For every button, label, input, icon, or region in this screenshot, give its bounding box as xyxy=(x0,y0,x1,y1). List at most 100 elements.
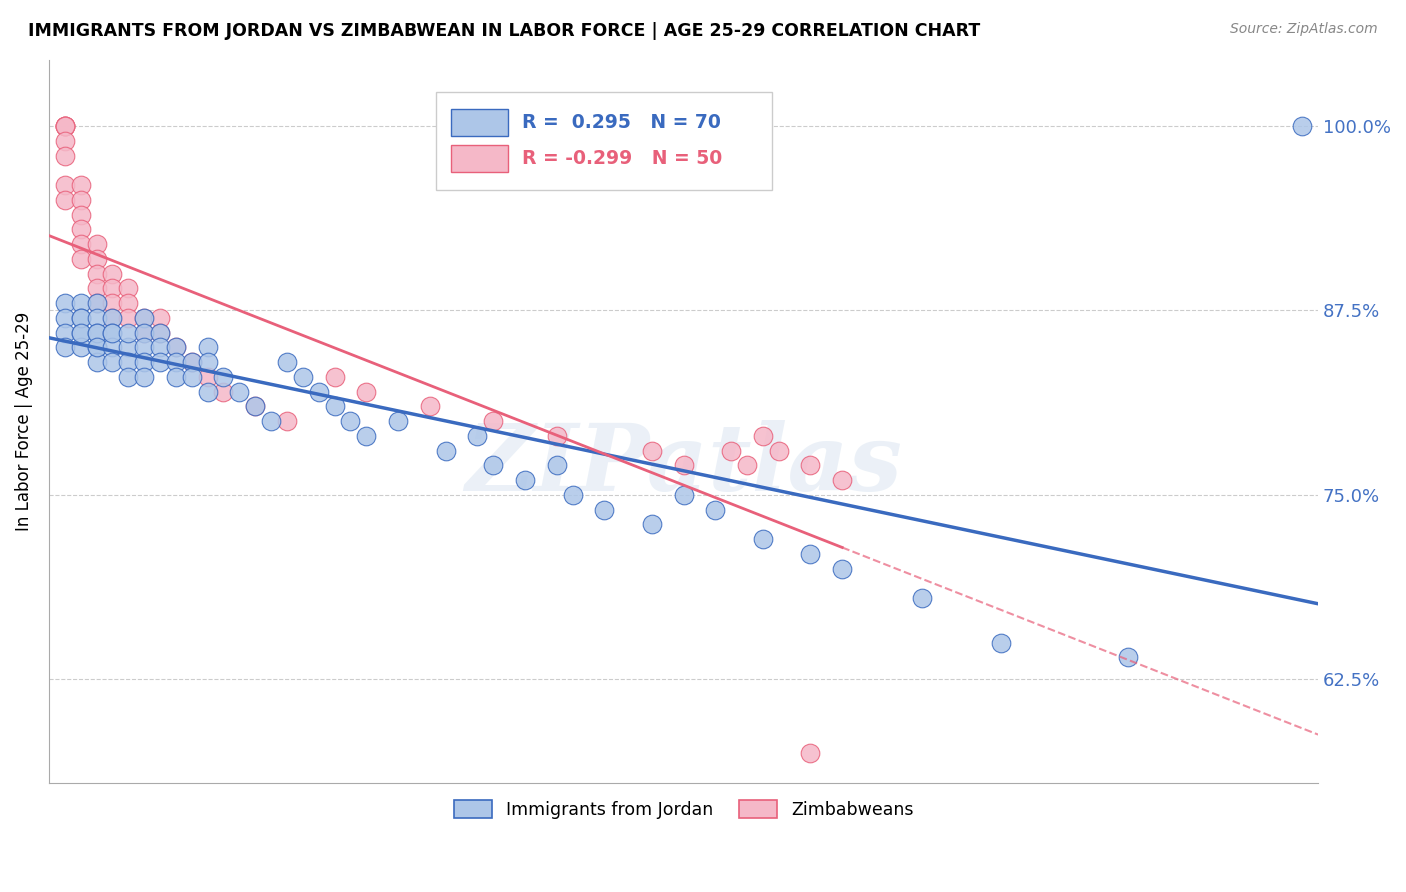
Point xyxy=(86,340,108,354)
Point xyxy=(69,310,91,325)
Point xyxy=(101,310,124,325)
Point xyxy=(101,281,124,295)
Point xyxy=(53,340,76,354)
Point xyxy=(69,252,91,266)
Point xyxy=(165,340,187,354)
Y-axis label: In Labor Force | Age 25-29: In Labor Force | Age 25-29 xyxy=(15,311,32,531)
Point xyxy=(117,326,139,340)
Point xyxy=(53,119,76,133)
Point xyxy=(101,267,124,281)
Point xyxy=(180,355,202,369)
Point xyxy=(86,340,108,354)
Point xyxy=(910,591,932,606)
Point xyxy=(245,400,267,414)
Point xyxy=(53,178,76,192)
Point xyxy=(180,370,202,384)
Text: ZIPatlas: ZIPatlas xyxy=(465,419,903,509)
Point xyxy=(53,134,76,148)
Point xyxy=(117,310,139,325)
Point xyxy=(149,326,172,340)
Point xyxy=(720,443,742,458)
Point xyxy=(212,384,235,399)
Point xyxy=(149,355,172,369)
Point xyxy=(197,370,219,384)
Point xyxy=(53,326,76,340)
Point xyxy=(101,310,124,325)
Point xyxy=(53,119,76,133)
Point xyxy=(197,355,219,369)
Point xyxy=(149,326,172,340)
Point xyxy=(86,296,108,310)
Point xyxy=(276,355,298,369)
Point xyxy=(69,326,91,340)
Point xyxy=(134,310,156,325)
Point xyxy=(641,517,664,532)
Text: R =  0.295   N = 70: R = 0.295 N = 70 xyxy=(523,113,721,132)
Point xyxy=(546,458,568,473)
Point xyxy=(180,355,202,369)
Point xyxy=(197,340,219,354)
Text: Source: ZipAtlas.com: Source: ZipAtlas.com xyxy=(1230,22,1378,37)
Point xyxy=(356,429,378,443)
Point xyxy=(86,355,108,369)
Point xyxy=(1291,119,1313,133)
Point xyxy=(101,355,124,369)
Point xyxy=(69,178,91,192)
Point xyxy=(69,340,91,354)
Point xyxy=(323,400,346,414)
Point xyxy=(672,488,695,502)
Point xyxy=(197,384,219,399)
Point xyxy=(86,296,108,310)
Point xyxy=(165,355,187,369)
Point xyxy=(546,429,568,443)
Point xyxy=(117,355,139,369)
Point xyxy=(704,502,727,516)
Point xyxy=(86,326,108,340)
Point xyxy=(799,547,821,561)
Point xyxy=(593,502,616,516)
Point xyxy=(768,443,790,458)
Point xyxy=(69,296,91,310)
Point xyxy=(101,326,124,340)
Point xyxy=(561,488,583,502)
Text: IMMIGRANTS FROM JORDAN VS ZIMBABWEAN IN LABOR FORCE | AGE 25-29 CORRELATION CHAR: IMMIGRANTS FROM JORDAN VS ZIMBABWEAN IN … xyxy=(28,22,980,40)
Point xyxy=(53,193,76,207)
Point xyxy=(356,384,378,399)
Point xyxy=(149,310,172,325)
Point xyxy=(134,340,156,354)
Point xyxy=(69,222,91,236)
Point xyxy=(69,237,91,252)
Point xyxy=(323,370,346,384)
FancyBboxPatch shape xyxy=(451,145,509,172)
Point xyxy=(117,370,139,384)
Point xyxy=(831,473,853,487)
Point xyxy=(69,208,91,222)
Point xyxy=(117,296,139,310)
Point xyxy=(134,326,156,340)
Point xyxy=(117,340,139,354)
FancyBboxPatch shape xyxy=(451,109,509,136)
Point xyxy=(434,443,457,458)
Point xyxy=(69,326,91,340)
Point xyxy=(86,281,108,295)
Point xyxy=(513,473,536,487)
Point xyxy=(53,296,76,310)
Point xyxy=(86,252,108,266)
Point xyxy=(308,384,330,399)
Point xyxy=(53,148,76,162)
Point xyxy=(291,370,314,384)
Point xyxy=(86,267,108,281)
Point xyxy=(276,414,298,428)
Point xyxy=(101,296,124,310)
Point xyxy=(212,370,235,384)
Point xyxy=(419,400,441,414)
Point xyxy=(482,414,505,428)
Text: R = -0.299   N = 50: R = -0.299 N = 50 xyxy=(523,149,723,169)
Point xyxy=(228,384,250,399)
Point xyxy=(339,414,361,428)
Point xyxy=(735,458,758,473)
Point xyxy=(134,326,156,340)
Point xyxy=(101,326,124,340)
Point xyxy=(101,340,124,354)
Point xyxy=(53,119,76,133)
